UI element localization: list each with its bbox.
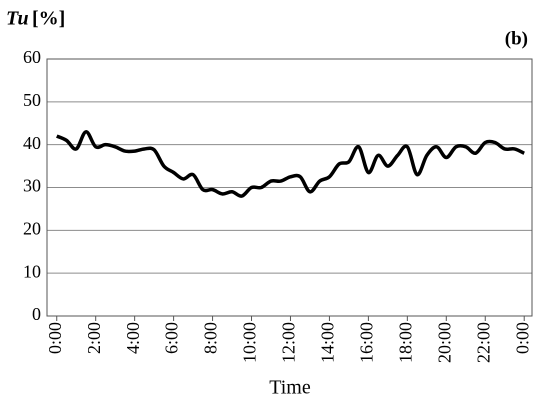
y-tick-label: 40 (23, 133, 41, 153)
x-tick-label: 14:00 (318, 322, 338, 363)
x-tick-label: 2:00 (84, 322, 104, 354)
y-tick-label: 20 (23, 218, 41, 238)
plot-frame (46, 58, 533, 317)
x-tick-label: 0:00 (512, 322, 532, 354)
y-tick-label: 10 (23, 261, 41, 281)
x-axis-label: Time (269, 377, 311, 399)
x-tick-label: 10:00 (240, 322, 260, 363)
x-tick-label: 6:00 (162, 322, 182, 354)
data-line (56, 130, 525, 198)
y-tick-label: 0 (32, 304, 41, 324)
y-tick-label: 30 (23, 176, 41, 196)
x-tick-label: 22:00 (473, 322, 493, 363)
x-tick-label: 12:00 (279, 322, 299, 363)
x-tick-label: 4:00 (123, 322, 143, 354)
x-tick-label: 8:00 (201, 322, 221, 354)
y-tick-label: 60 (23, 47, 41, 67)
x-tick-label: 0:00 (45, 322, 65, 354)
x-tick-label: 20:00 (434, 322, 454, 363)
y-axis-label: Tu (6, 8, 29, 30)
x-tick-label: 16:00 (357, 322, 377, 363)
x-tick-label: 18:00 (395, 322, 415, 363)
annotation: (b) (505, 28, 528, 49)
y-tick-label: 50 (23, 90, 41, 110)
y-axis-unit: [%] (32, 8, 65, 30)
